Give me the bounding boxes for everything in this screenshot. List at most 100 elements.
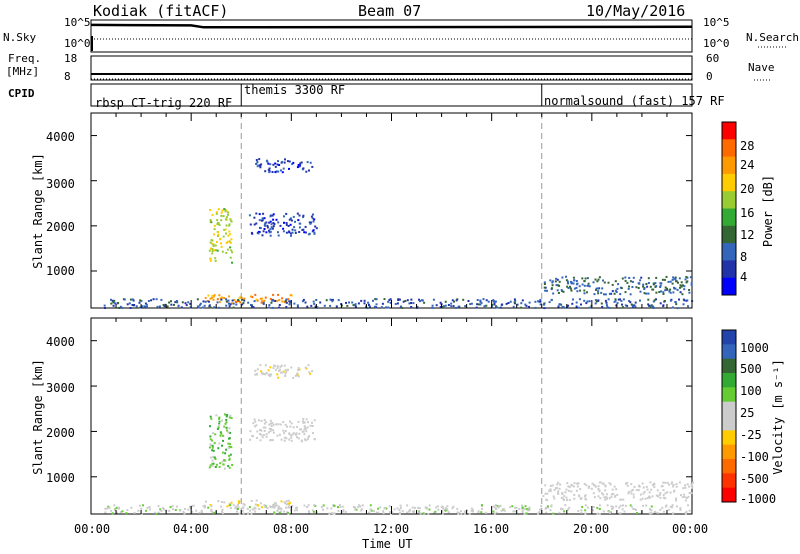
velocity-data-cell bbox=[200, 511, 203, 514]
velocity-data-cell bbox=[223, 459, 226, 462]
power-data-cell bbox=[288, 160, 291, 163]
velocity-data-cell bbox=[137, 509, 140, 512]
velocity-data-cell bbox=[413, 506, 416, 509]
power-data-cell bbox=[276, 163, 279, 166]
power-data-cell bbox=[404, 300, 407, 302]
power-data-cell bbox=[306, 161, 309, 164]
power-data-cell bbox=[277, 221, 280, 224]
velocity-data-cell bbox=[113, 504, 116, 507]
power-data-cell bbox=[660, 290, 663, 293]
power-data-cell bbox=[455, 306, 457, 309]
power-data-cell bbox=[227, 299, 230, 302]
velocity-data-cell bbox=[606, 504, 609, 507]
power-data-cell bbox=[337, 299, 340, 302]
velocity-data-cell bbox=[225, 415, 228, 418]
velocity-data-cell bbox=[396, 507, 399, 510]
power-data-cell bbox=[278, 299, 281, 302]
nsky-line bbox=[90, 23, 693, 29]
velocity-data-cell bbox=[209, 438, 212, 441]
power-data-cell bbox=[558, 280, 561, 283]
power-data-cell bbox=[594, 302, 597, 305]
power-data-cell bbox=[256, 299, 259, 302]
power-data-cell bbox=[256, 161, 259, 163]
power-data-cell bbox=[558, 303, 561, 306]
power-data-cell bbox=[176, 300, 178, 302]
velocity-data-cell bbox=[212, 432, 215, 435]
velocity-data-cell bbox=[560, 507, 563, 510]
power-data-cell bbox=[288, 300, 291, 303]
velocity-data-cell bbox=[217, 447, 220, 450]
velocity-data-cell bbox=[168, 509, 171, 512]
power-data-cell bbox=[230, 220, 233, 223]
velocity-data-cell bbox=[311, 370, 314, 373]
velocity-data-cell bbox=[664, 505, 667, 508]
velocity-data-cell bbox=[675, 497, 678, 500]
power-data-cell bbox=[387, 306, 390, 309]
velocity-data-cell bbox=[326, 507, 329, 510]
power-data-cell bbox=[581, 283, 584, 286]
power-data-cell bbox=[212, 298, 215, 301]
velocity-data-cell bbox=[222, 463, 225, 466]
velocity-cbar-tick: -500 bbox=[740, 472, 769, 486]
velocity-data-cell bbox=[249, 438, 252, 441]
power-data-cell bbox=[543, 281, 546, 284]
velocity-data-cell bbox=[636, 512, 639, 514]
power-data-cell bbox=[388, 299, 391, 302]
power-data-cell bbox=[229, 218, 232, 221]
power-data-cell bbox=[647, 298, 650, 301]
velocity-data-cell bbox=[441, 512, 444, 515]
velocity-data-cell bbox=[361, 508, 363, 511]
power-data-cell bbox=[678, 277, 681, 280]
velocity-data-cell bbox=[230, 446, 233, 449]
velocity-data-cell bbox=[521, 506, 524, 509]
power-data-cell bbox=[229, 246, 232, 249]
power-data-cell bbox=[227, 234, 230, 237]
power-data-cell bbox=[276, 299, 279, 302]
power-data-cell bbox=[231, 261, 233, 264]
power-data-cell bbox=[118, 307, 121, 309]
velocity-data-cell bbox=[188, 505, 191, 508]
power-data-cell bbox=[250, 231, 253, 234]
velocity-data-cell bbox=[283, 432, 286, 435]
velocity-data-cell bbox=[280, 364, 283, 367]
power-data-cell bbox=[266, 224, 269, 227]
velocity-data-cell bbox=[628, 490, 631, 493]
power-data-cell bbox=[329, 298, 332, 301]
velocity-data-cell bbox=[281, 371, 284, 374]
velocity-data-cell bbox=[598, 513, 601, 515]
velocity-data-cell bbox=[610, 493, 613, 496]
velocity-data-cell bbox=[525, 508, 528, 511]
power-data-cell bbox=[655, 291, 658, 294]
power-data-cell bbox=[611, 290, 614, 293]
velocity-data-cell bbox=[585, 498, 588, 501]
velocity-data-cell bbox=[624, 504, 627, 507]
power-data-cell bbox=[270, 223, 273, 226]
power-data-cell bbox=[539, 300, 542, 303]
power-data-cell bbox=[281, 171, 284, 174]
velocity-data-cell bbox=[682, 487, 685, 490]
velocity-data-cell bbox=[175, 505, 178, 508]
xtick-label: 00:00 bbox=[672, 522, 709, 536]
power-data-cell bbox=[442, 305, 445, 308]
power-data-cell bbox=[674, 278, 677, 281]
power-data-cell bbox=[293, 302, 296, 305]
power-data-cell bbox=[209, 259, 212, 262]
power-data-cell bbox=[665, 275, 668, 278]
velocity-data-cell bbox=[593, 496, 596, 499]
velocity-data-cell bbox=[537, 512, 539, 515]
power-data-cell bbox=[573, 279, 576, 282]
power-data-cell bbox=[311, 217, 314, 220]
velocity-data-cell bbox=[140, 507, 143, 510]
velocity-data-cell bbox=[581, 506, 584, 508]
power-data-cell bbox=[583, 292, 586, 295]
velocity-data-cell bbox=[493, 506, 496, 509]
velocity-data-cell bbox=[651, 495, 654, 498]
velocity-data-cell bbox=[330, 507, 333, 510]
velocity-data-cell bbox=[218, 420, 221, 423]
power-data-cell bbox=[662, 293, 665, 295]
velocity-data-cell bbox=[287, 503, 290, 506]
power-data-cell bbox=[250, 304, 252, 306]
velocity-data-cell bbox=[328, 512, 331, 515]
velocity-data-cell bbox=[428, 504, 431, 507]
velocity-data-cell bbox=[228, 466, 231, 469]
